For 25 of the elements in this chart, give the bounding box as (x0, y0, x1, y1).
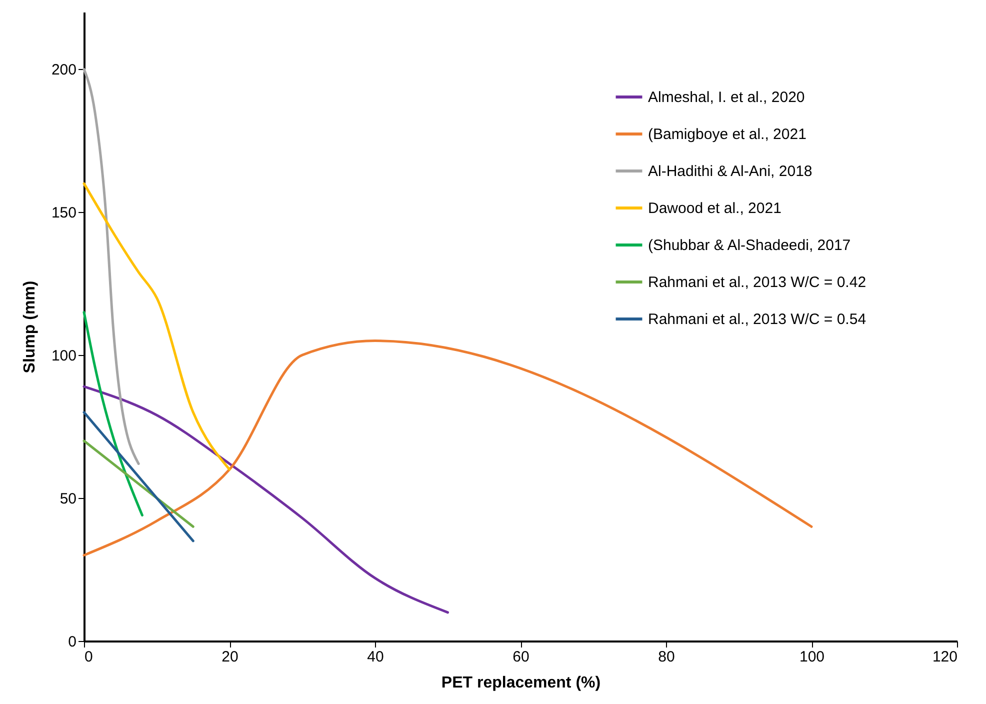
x-tick-label: 60 (512, 648, 530, 666)
x-tick-label: 40 (367, 648, 384, 666)
legend-label: (Shubbar & Al-Shadeedi, 2017 (648, 237, 851, 254)
y-tick-label: 200 (51, 62, 76, 79)
y-tick-label: 150 (51, 204, 76, 222)
legend-label: Al-Hadithi & Al-Ani, 2018 (648, 163, 812, 180)
legend-label: (Bamigboye et al., 2021 (648, 126, 806, 143)
legend-label: Almeshal, I. et al., 2020 (648, 89, 805, 106)
x-tick-label: 0 (84, 648, 93, 666)
y-tick-label: 100 (51, 348, 76, 365)
x-tick-label: 80 (658, 648, 675, 666)
x-axis-title: PET replacement (%) (441, 674, 601, 692)
line-series (82, 385, 449, 614)
line-series (82, 68, 140, 465)
line-series (82, 340, 813, 556)
y-axis-title: Slump (mm) (21, 280, 38, 374)
x-tick-label: 100 (799, 648, 825, 666)
y-tick-label: 0 (68, 634, 76, 650)
legend-label: Dawood et al., 2021 (648, 200, 782, 217)
x-tick-label: 20 (222, 648, 238, 666)
legend-label: Rahmani et al., 2013 W/C = 0.42 (648, 274, 866, 291)
legend-label: Rahmani et al., 2013 W/C = 0.54 (648, 311, 866, 328)
y-tick-label: 50 (60, 490, 76, 508)
line-series (82, 182, 231, 471)
x-tick-label: 120 (932, 648, 958, 666)
